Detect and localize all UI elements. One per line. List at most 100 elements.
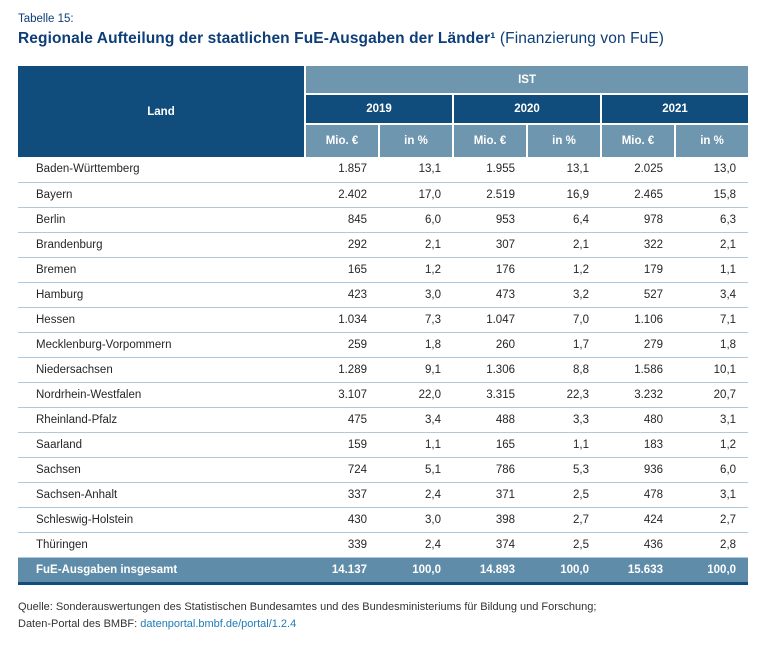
value-cell: 8,8 [527,357,601,383]
header-row-years: 2019 2020 2021 [18,94,749,125]
fue-expenditure-table: Land IST 2019 2020 2021 Mio. € in % Mio.… [18,66,749,585]
value-cell: 1,1 [675,257,749,283]
land-cell: Mecklenburg-Vorpommern [18,332,305,358]
year-header-cell-2019: 2019 [304,94,453,125]
value-cell: 337 [305,482,379,508]
page-title-regular: (Finanzierung von FuE) [499,30,665,47]
total-value-cell: 14.893 [453,557,527,585]
value-cell: 475 [305,407,379,433]
source-note: Quelle: Sonderauswertungen des Statistis… [18,599,748,633]
unit-header-cell: Mio. € [452,124,527,157]
value-cell: 6,0 [379,207,453,233]
page: Tabelle 15: Regionale Aufteilung der sta… [18,13,749,633]
value-cell: 2,7 [675,507,749,533]
value-cell: 1.955 [453,157,527,183]
value-cell: 5,1 [379,457,453,483]
total-value-cell: 14.137 [305,557,379,585]
page-title-bold: Regionale Aufteilung der staatlichen FuE… [18,30,496,47]
value-cell: 3.315 [453,382,527,408]
land-cell: Rheinland-Pfalz [18,407,305,433]
land-cell: Baden-Württemberg [18,157,305,183]
land-cell: Schleswig-Holstein [18,507,305,533]
value-cell: 16,9 [527,182,601,208]
value-cell: 1,2 [675,432,749,458]
value-cell: 7,0 [527,307,601,333]
table-header: Land IST 2019 2020 2021 Mio. € in % Mio.… [18,66,749,157]
land-header-cell: Land [18,66,306,157]
portal-link[interactable]: datenportal.bmbf.de/portal/1.2.4 [140,617,297,630]
unit-header-cell: in % [526,124,601,157]
table-row: Brandenburg 292 2,1 307 2,1 322 2,1 [18,232,749,258]
value-cell: 1,1 [379,432,453,458]
value-cell: 3,0 [379,507,453,533]
value-cell: 953 [453,207,527,233]
value-cell: 22,0 [379,382,453,408]
table-row: Mecklenburg-Vorpommern 259 1,8 260 1,7 279 1,8 [18,332,749,358]
value-cell: 423 [305,282,379,308]
table-row: Saarland 159 1,1 165 1,1 183 1,2 [18,432,749,458]
value-cell: 2,7 [527,507,601,533]
table-body: Baden-Württemberg 1.857 13,1 1.955 13,1 2.025… [18,157,749,558]
table-row: Thüringen 339 2,4 374 2,5 436 2,8 [18,532,749,558]
year-header-cell-2021: 2021 [599,94,749,125]
value-cell: 6,4 [527,207,601,233]
value-cell: 2.025 [601,157,675,183]
value-cell: 3,1 [675,482,749,508]
value-cell: 1,2 [527,257,601,283]
table-row: Berlin 845 6,0 953 6,4 978 6,3 [18,207,749,233]
value-cell: 3.232 [601,382,675,408]
value-cell: 2.465 [601,182,675,208]
value-cell: 179 [601,257,675,283]
portal-line: Daten-Portal des BMBF: datenportal.bmbf.… [18,616,748,633]
value-cell: 279 [601,332,675,358]
value-cell: 6,3 [675,207,749,233]
source-line: Quelle: Sonderauswertungen des Statistis… [18,600,597,613]
value-cell: 3,4 [675,282,749,308]
value-cell: 478 [601,482,675,508]
value-cell: 2,1 [379,232,453,258]
value-cell: 424 [601,507,675,533]
value-cell: 307 [453,232,527,258]
value-cell: 1,7 [527,332,601,358]
value-cell: 1.047 [453,307,527,333]
value-cell: 1,2 [379,257,453,283]
header-row-units: Mio. € in % Mio. € in % Mio. € in % [18,124,749,157]
value-cell: 724 [305,457,379,483]
table-row: Schleswig-Holstein 430 3,0 398 2,7 424 2,7 [18,507,749,533]
value-cell: 371 [453,482,527,508]
value-cell: 2,1 [675,232,749,258]
value-cell: 374 [453,532,527,558]
value-cell: 480 [601,407,675,433]
page-title: Regionale Aufteilung der staatlichen FuE… [18,30,748,48]
value-cell: 3,4 [379,407,453,433]
value-cell: 260 [453,332,527,358]
value-cell: 3,3 [527,407,601,433]
value-cell: 7,3 [379,307,453,333]
value-cell: 159 [305,432,379,458]
value-cell: 183 [601,432,675,458]
table-row: Hessen 1.034 7,3 1.047 7,0 1.106 7,1 [18,307,749,333]
value-cell: 1,1 [527,432,601,458]
value-cell: 1.306 [453,357,527,383]
value-cell: 22,3 [527,382,601,408]
value-cell: 176 [453,257,527,283]
value-cell: 20,7 [675,382,749,408]
value-cell: 1.289 [305,357,379,383]
unit-header-cell: Mio. € [304,124,379,157]
value-cell: 2.519 [453,182,527,208]
value-cell: 1.034 [305,307,379,333]
total-label-cell: FuE-Ausgaben insgesamt [18,557,305,585]
land-cell: Thüringen [18,532,305,558]
value-cell: 2.402 [305,182,379,208]
value-cell: 936 [601,457,675,483]
land-cell: Niedersachsen [18,357,305,383]
value-cell: 5,3 [527,457,601,483]
land-cell: Sachsen-Anhalt [18,482,305,508]
unit-header-cell: in % [378,124,453,157]
value-cell: 2,5 [527,482,601,508]
table-row: Niedersachsen 1.289 9,1 1.306 8,8 1.586 10,1 [18,357,749,383]
land-cell: Hessen [18,307,305,333]
value-cell: 10,1 [675,357,749,383]
table-row: Sachsen 724 5,1 786 5,3 936 6,0 [18,457,749,483]
ist-group-header-cell: IST [305,66,749,95]
